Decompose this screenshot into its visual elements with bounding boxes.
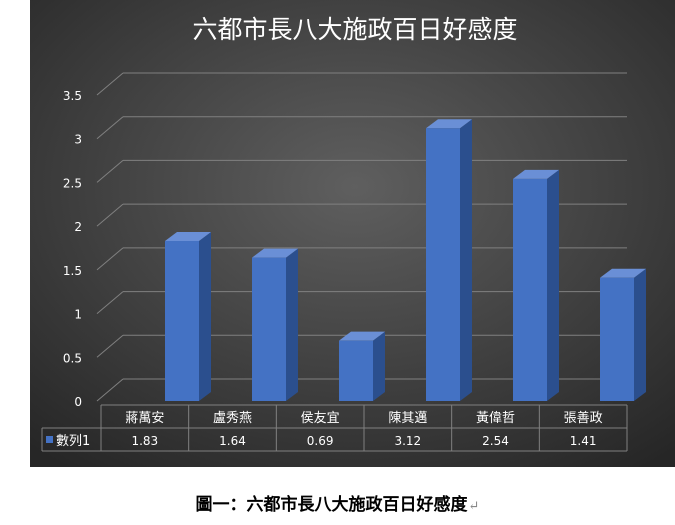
bar-top bbox=[339, 331, 385, 341]
bar-top bbox=[513, 169, 559, 179]
bar-top bbox=[600, 268, 646, 278]
category-label: 盧秀燕 bbox=[213, 411, 252, 426]
bar-front bbox=[426, 128, 460, 402]
bar-side bbox=[286, 248, 298, 401]
chart-panel: 六都市長八大施政百日好感度 0 0.5 1 1.5 2 2.5 3 3.5 蔣萬安 1.83 盧秀… bbox=[30, 0, 675, 467]
paragraph-mark: ↵ bbox=[468, 499, 480, 514]
data-value-label: 0.69 bbox=[307, 434, 334, 448]
figure-caption: 圖一：六都市長八大施政百日好感度↵ bbox=[0, 490, 675, 515]
y-tick-label: 3.5 bbox=[63, 89, 82, 103]
chart-title: 六都市長八大施政百日好感度 bbox=[192, 15, 517, 44]
y-tick-label: 0 bbox=[74, 395, 82, 409]
bar-top bbox=[426, 119, 472, 129]
gridline-depth bbox=[96, 291, 124, 314]
caption-text: 圖一：六都市長八大施政百日好感度 bbox=[195, 495, 468, 515]
bar-front bbox=[600, 277, 634, 401]
bar-陳其邁 bbox=[426, 119, 472, 402]
bar-蔣萬安 bbox=[165, 232, 211, 401]
bar-張善政 bbox=[600, 268, 646, 401]
bars bbox=[165, 119, 646, 402]
y-tick-label: 1.5 bbox=[63, 264, 82, 278]
gridline-depth bbox=[96, 116, 124, 140]
y-axis-tick-labels: 0 0.5 1 1.5 2 2.5 3 3.5 bbox=[63, 89, 82, 409]
bar-side bbox=[373, 331, 385, 401]
category-label: 張善政 bbox=[564, 410, 603, 426]
data-value-label: 1.41 bbox=[570, 434, 597, 448]
y-tick-label: 2.5 bbox=[63, 176, 82, 190]
bar-side bbox=[547, 169, 559, 401]
gridline-depth bbox=[96, 203, 124, 227]
gridline-depth bbox=[96, 378, 124, 402]
gridline-depth bbox=[96, 72, 124, 96]
data-value-label: 2.54 bbox=[482, 434, 509, 448]
bar-front bbox=[252, 257, 286, 401]
bar-黃偉哲 bbox=[513, 169, 559, 401]
bar-top bbox=[165, 232, 211, 242]
y-tick-label: 0.5 bbox=[63, 351, 82, 365]
bar-front bbox=[339, 340, 373, 401]
bar-盧秀燕 bbox=[252, 248, 298, 401]
data-value-label: 1.83 bbox=[131, 434, 158, 448]
data-value-label: 3.12 bbox=[394, 434, 421, 448]
legend-series-label: 數列1 bbox=[56, 434, 90, 449]
bar-侯友宜 bbox=[339, 331, 385, 401]
bar-side bbox=[460, 119, 472, 402]
category-label: 侯友宜 bbox=[301, 410, 340, 426]
category-label: 陳其邁 bbox=[388, 411, 427, 426]
gridline-depth bbox=[96, 247, 124, 271]
bar-front bbox=[165, 241, 199, 401]
y-tick-label: 2 bbox=[74, 220, 82, 234]
category-label: 黃偉哲 bbox=[476, 411, 515, 426]
legend-swatch bbox=[46, 436, 53, 443]
data-table: 蔣萬安 1.83 盧秀燕 1.64 侯友宜 0.69 陳其邁 3.12 黃偉哲 2.54 張善政 1.… bbox=[41, 404, 628, 452]
bar-top bbox=[252, 248, 298, 258]
y-tick-label: 1 bbox=[74, 308, 82, 322]
y-tick-label: 3 bbox=[74, 133, 82, 147]
bar-side bbox=[199, 232, 211, 401]
data-value-label: 1.64 bbox=[219, 434, 246, 448]
gridline-depth bbox=[96, 160, 124, 183]
gridline-depth bbox=[96, 334, 124, 358]
bar-front bbox=[513, 178, 547, 401]
bar-chart: 六都市長八大施政百日好感度 0 0.5 1 1.5 2 2.5 3 3.5 蔣萬安 1.83 盧秀… bbox=[30, 0, 675, 467]
category-label: 蔣萬安 bbox=[125, 411, 164, 426]
bar-side bbox=[634, 268, 646, 401]
